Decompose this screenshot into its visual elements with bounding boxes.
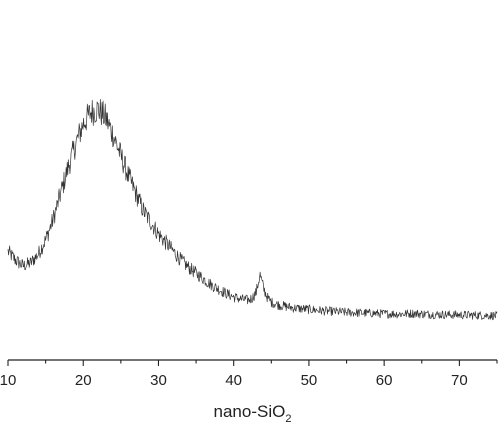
x-tick-label: 50 <box>301 372 318 389</box>
x-tick-label: 20 <box>75 372 92 389</box>
series-layer <box>7 99 498 321</box>
x-tick-label: 40 <box>225 372 242 389</box>
x-tick-label: 30 <box>150 372 167 389</box>
x-tick-label: 70 <box>451 372 468 389</box>
x-axis-title-main: nano-SiO <box>214 402 286 421</box>
x-tick-label: 10 <box>0 372 16 389</box>
x-axis-title-subscript: 2 <box>285 413 291 425</box>
series-line-0 <box>7 99 498 321</box>
x-ticks-layer: 10 20 30 40 50 60 70 <box>0 360 498 389</box>
x-tick-label: 60 <box>376 372 393 389</box>
x-axis-title: nano-SiO2 <box>214 402 292 425</box>
